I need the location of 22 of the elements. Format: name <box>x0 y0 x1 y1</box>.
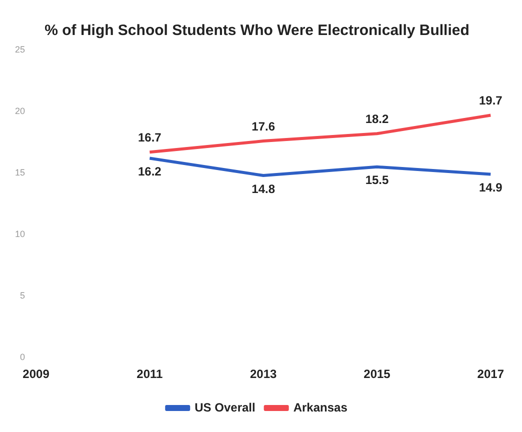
x-tick-label: 2013 <box>250 367 277 382</box>
y-tick-label: 15 <box>14 168 26 178</box>
data-label: 17.6 <box>252 119 276 134</box>
y-tick-label: 10 <box>14 229 26 240</box>
data-label: 14.8 <box>252 182 276 196</box>
x-tick-label: 2017 <box>477 367 504 382</box>
y-tick-label: 0 <box>20 352 26 362</box>
data-label: 15.5 <box>365 173 389 188</box>
chart-title: % of High School Students Who Were Electronically Bullied <box>44 22 470 40</box>
legend-label: US Overall <box>194 400 256 414</box>
x-tick-label: 2009 <box>22 367 50 382</box>
data-label: 16.7 <box>138 130 162 144</box>
data-label: 19.7 <box>478 94 503 108</box>
x-tick-label: 2011 <box>136 367 164 382</box>
data-label: 18.2 <box>365 112 389 126</box>
y-tick-label: 5 <box>20 290 26 301</box>
y-tick-label: 20 <box>14 106 26 116</box>
y-tick-label: 25 <box>14 44 26 54</box>
data-label: 16.2 <box>138 164 162 179</box>
data-label: 14.9 <box>478 180 503 195</box>
x-tick-label: 2015 <box>364 367 391 382</box>
legend-label: Arkansas <box>293 400 348 414</box>
